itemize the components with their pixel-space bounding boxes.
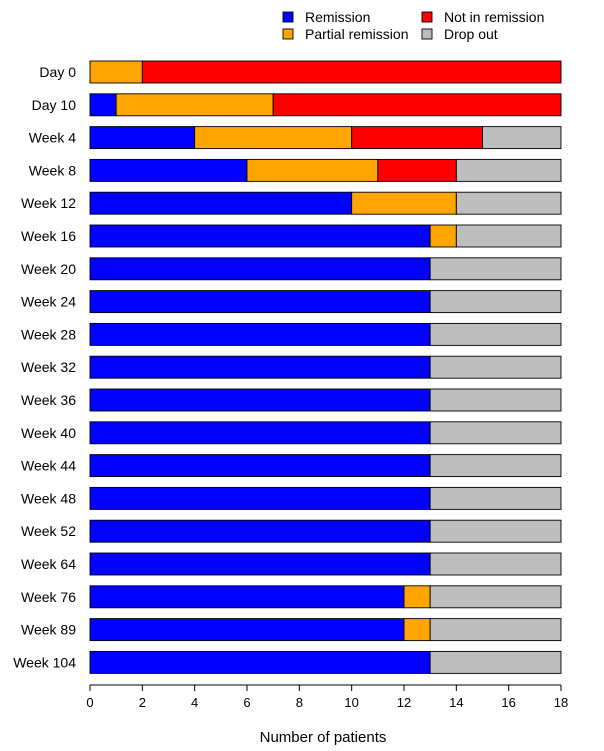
legend-swatch-remission [282,11,294,23]
bar-segment-remission-week-20 [89,257,431,281]
category-label-week-28: Week 28 [21,326,76,342]
category-label-week-4: Week 4 [29,130,76,146]
bar-segment-partial-remission-week-89 [403,618,431,642]
bar-segment-remission-week-52 [89,519,431,543]
category-label-week-36: Week 36 [21,392,76,408]
category-label-week-44: Week 44 [21,458,76,474]
bar-segment-remission-week-104 [89,650,431,674]
bar-segment-drop-out-week-40 [429,421,562,445]
category-label-week-8: Week 8 [29,162,76,178]
bar-segment-remission-week-48 [89,486,431,510]
bar-segment-drop-out-week-12 [455,191,562,215]
bar-segment-drop-out-week-52 [429,519,562,543]
category-label-week-104: Week 104 [13,654,76,670]
x-tick-label: 2 [139,695,146,710]
bar-segment-remission-week-28 [89,322,431,346]
x-tick-label: 0 [86,695,93,710]
bar-segment-remission-week-16 [89,224,431,248]
x-tick-label: 14 [449,695,463,710]
category-label-week-48: Week 48 [21,490,76,506]
bar-segment-remission-week-24 [89,290,431,314]
bar-segment-partial-remission-week-16 [429,224,457,248]
bar-segment-partial-remission-day-10 [115,93,274,117]
x-tick-label: 18 [554,695,568,710]
x-axis: 0 2 4 6 8 10 12 14 16 18 [86,684,568,710]
legend-label-remission: Remission [305,9,370,25]
category-label-week-64: Week 64 [21,556,76,572]
category-label-week-16: Week 16 [21,228,76,244]
bar-segment-drop-out-week-104 [429,650,562,674]
bar-segment-partial-remission-week-12 [351,191,457,215]
bar-segment-remission-week-64 [89,552,431,576]
bar-segment-remission-week-40 [89,421,431,445]
bar-segment-remission-week-36 [89,388,431,412]
bar-segment-drop-out-week-76 [429,585,562,609]
bar-segment-drop-out-week-20 [429,257,562,281]
x-tick-label: 4 [191,695,198,710]
category-labels: Day 0 Day 10 Week 4 Week 8 Week 12 Week 16 Wee… [13,64,76,670]
bar-segment-drop-out-week-16 [455,224,562,248]
legend-swatch-partial-remission [282,28,294,40]
category-label-day-0: Day 0 [39,64,76,80]
x-tick-label: 8 [296,695,303,710]
bar-segment-partial-remission-week-4 [194,126,353,150]
x-tick-label: 16 [501,695,515,710]
bar-segment-drop-out-week-89 [429,618,562,642]
legend-label-drop-out: Drop out [444,26,498,42]
category-label-week-24: Week 24 [21,294,76,310]
bar-segment-remission-week-4 [89,126,196,150]
bar-segment-drop-out-week-64 [429,552,562,576]
category-label-week-12: Week 12 [21,195,76,211]
bar-segment-remission-week-32 [89,355,431,379]
bars [89,60,562,674]
x-tick-label: 12 [397,695,411,710]
x-tick-label: 6 [243,695,250,710]
bar-segment-remission-week-12 [89,191,353,215]
bar-segment-drop-out-week-28 [429,322,562,346]
bar-segment-not-in-remission-day-10 [272,93,562,117]
bar-segment-remission-week-44 [89,454,431,478]
category-label-week-20: Week 20 [21,261,76,277]
category-label-week-52: Week 52 [21,523,76,539]
legend-swatch-drop-out [421,28,433,40]
x-axis-title: Number of patients [260,729,387,746]
bar-segment-drop-out-week-32 [429,355,562,379]
bar-segment-partial-remission-week-76 [403,585,431,609]
category-label-week-89: Week 89 [21,622,76,638]
bar-segment-drop-out-week-48 [429,486,562,510]
bar-segment-not-in-remission-week-8 [377,158,457,182]
legend-label-not-in-remission: Not in remission [444,9,544,25]
bar-segment-drop-out-week-36 [429,388,562,412]
bar-segment-remission-week-76 [89,585,405,609]
bar-segment-drop-out-week-24 [429,290,562,314]
legend: Remission Not in remission Partial remissi… [282,9,544,42]
legend-swatch-not-in-remission [421,11,433,23]
legend-label-partial-remission: Partial remission [305,26,408,42]
category-label-week-76: Week 76 [21,589,76,605]
category-label-week-40: Week 40 [21,425,76,441]
bar-segment-remission-week-89 [89,618,405,642]
bar-segment-remission-day-10 [89,93,117,117]
bar-segment-drop-out-week-44 [429,454,562,478]
bar-segment-drop-out-week-4 [482,126,562,150]
x-tick-label: 10 [344,695,358,710]
bar-segment-drop-out-week-8 [455,158,562,182]
bar-segment-remission-week-8 [89,158,248,182]
bar-segment-not-in-remission-week-4 [351,126,483,150]
category-label-week-32: Week 32 [21,359,76,375]
bar-segment-partial-remission-week-8 [246,158,379,182]
bar-segment-not-in-remission-day-0 [141,60,562,84]
category-label-day-10: Day 10 [32,97,77,113]
bar-segment-partial-remission-day-0 [89,60,143,84]
